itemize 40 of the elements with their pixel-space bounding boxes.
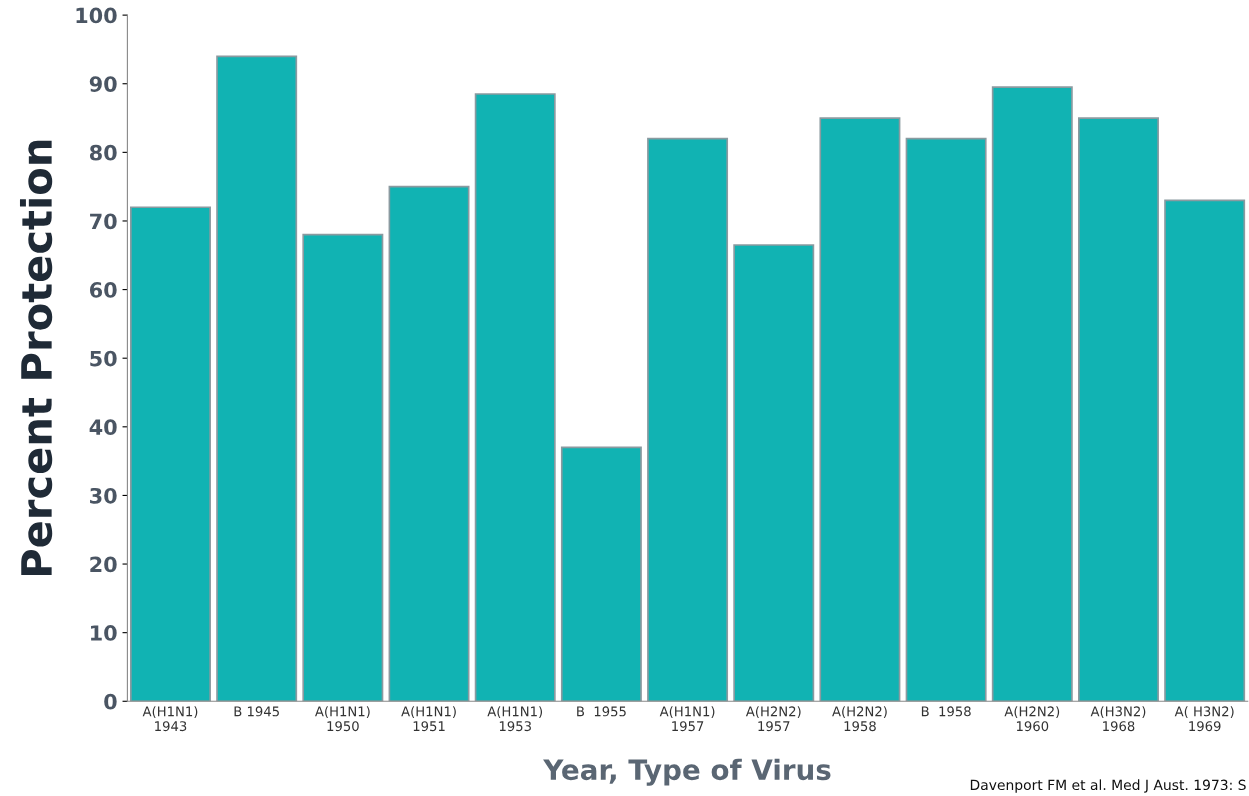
bar <box>647 137 729 702</box>
x-tick-label: A( H3N2) 1969 <box>1174 706 1234 732</box>
bar <box>819 117 901 702</box>
bar <box>733 244 815 702</box>
x-tick-label: A(H2N2) 1957 <box>745 706 801 732</box>
x-tick-label: B 1945 <box>234 706 279 717</box>
y-tick-label: 20 <box>90 556 117 573</box>
x-tick-label: A(H1N1) 1953 <box>487 706 543 732</box>
y-tick-label: 50 <box>90 350 117 367</box>
x-tick-label: B 1958 <box>921 706 971 717</box>
y-tick-label: 60 <box>89 282 117 298</box>
bar <box>474 93 556 702</box>
y-tick-label: 100 <box>76 7 117 24</box>
bar <box>560 446 642 702</box>
bar <box>991 86 1073 702</box>
y-tick-label: 0 <box>104 693 117 710</box>
bar <box>388 185 470 702</box>
bar <box>130 206 211 702</box>
text: Davenport FM et al. Med J Aust. 1973: S <box>970 779 1246 793</box>
y-tick-label: 80 <box>89 144 117 161</box>
y-axis-title: Percent Protection <box>19 140 53 576</box>
y-tick-label: 90 <box>89 76 117 92</box>
x-tick-label: A(H2N2) 1960 <box>1004 706 1060 732</box>
bar <box>216 55 298 702</box>
x-tick-label: A(H1N1) 1957 <box>659 706 715 732</box>
x-tick-label: A(H2N2) 1958 <box>832 706 887 732</box>
bar <box>905 137 987 702</box>
y-tick-label: 70 <box>90 213 117 230</box>
bar <box>1078 117 1159 702</box>
x-tick-label: A(H3N2) 1968 <box>1090 706 1146 732</box>
x-tick-label: A(H1N1) 1943 <box>142 706 198 732</box>
y-tick-label: 10 <box>91 625 117 641</box>
x-tick-label: A(H1N1) 1950 <box>315 706 370 732</box>
x-tick-label: A(H1N1) 1951 <box>401 706 456 732</box>
bar <box>302 233 384 702</box>
x-tick-label: B 1955 <box>577 706 626 717</box>
y-tick-label: 30 <box>90 487 117 504</box>
y-tick-label: 40 <box>89 419 117 436</box>
bar <box>1164 199 1246 702</box>
x-axis-title: Year, Type of Virus <box>543 758 831 786</box>
